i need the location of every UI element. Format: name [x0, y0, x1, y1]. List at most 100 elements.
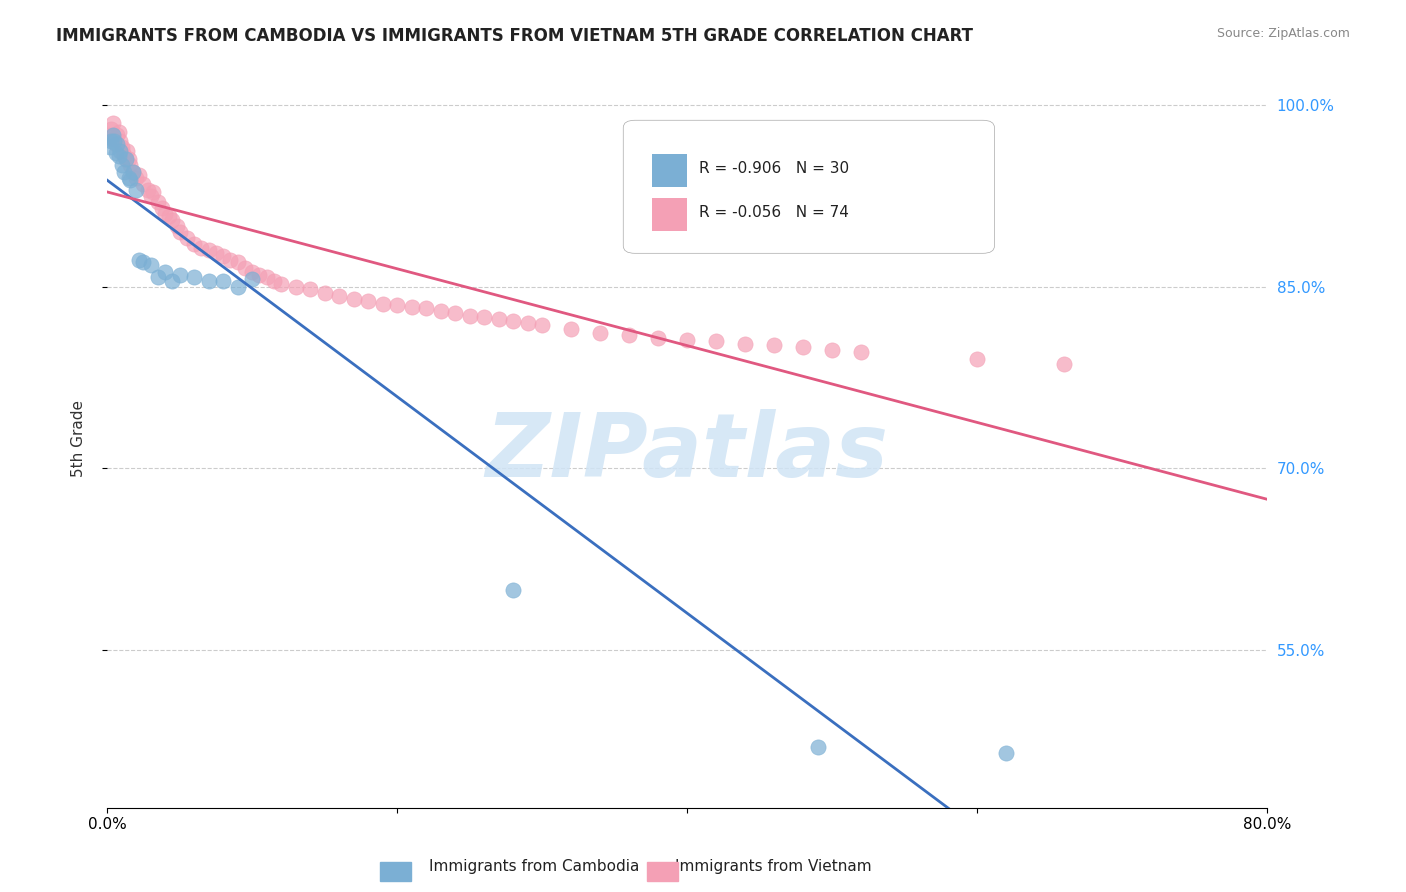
Point	[226, 255, 249, 269]
Point	[183, 269, 205, 284]
Point	[328, 289, 350, 303]
Point	[118, 170, 141, 185]
Point	[108, 144, 131, 158]
Text: Immigrants from Vietnam: Immigrants from Vietnam	[675, 859, 872, 874]
Point	[502, 313, 524, 327]
Point	[219, 252, 242, 267]
Point	[157, 210, 180, 224]
Point	[342, 292, 364, 306]
Point	[299, 282, 322, 296]
Point	[114, 149, 136, 163]
Point	[169, 225, 191, 239]
Point	[995, 746, 1018, 760]
Point	[108, 134, 131, 148]
Point	[270, 277, 292, 292]
Point	[115, 153, 138, 167]
Point	[516, 316, 538, 330]
Point	[101, 128, 124, 143]
Point	[385, 298, 408, 312]
Point	[190, 241, 212, 255]
Text: Source: ZipAtlas.com: Source: ZipAtlas.com	[1216, 27, 1350, 40]
Point	[169, 268, 191, 282]
Point	[647, 330, 669, 344]
Point	[107, 149, 129, 163]
Point	[792, 340, 814, 354]
Point	[204, 245, 226, 260]
Point	[125, 170, 148, 185]
Point	[146, 269, 169, 284]
Point	[263, 274, 285, 288]
Point	[1053, 357, 1076, 371]
Point	[212, 274, 235, 288]
Point	[240, 265, 263, 279]
Point	[444, 306, 467, 320]
Point	[472, 310, 495, 324]
Point	[128, 252, 150, 267]
Point	[150, 201, 173, 215]
Point	[589, 326, 612, 340]
Point	[104, 146, 127, 161]
Point	[617, 328, 640, 343]
Text: Immigrants from Cambodia: Immigrants from Cambodia	[429, 859, 640, 874]
Point	[197, 274, 219, 288]
Point	[162, 213, 184, 227]
Point	[139, 258, 162, 272]
Point	[240, 272, 263, 286]
FancyBboxPatch shape	[623, 120, 994, 253]
Point	[107, 124, 129, 138]
Point	[401, 300, 423, 314]
Point	[122, 164, 145, 178]
Point	[821, 343, 844, 357]
Point	[132, 177, 155, 191]
Point	[100, 122, 122, 136]
Point	[256, 269, 278, 284]
Point	[966, 352, 988, 367]
Point	[132, 255, 155, 269]
Point	[98, 140, 121, 154]
Point	[110, 140, 132, 154]
Point	[415, 301, 437, 316]
Point	[357, 294, 380, 309]
Point	[212, 249, 235, 263]
Point	[704, 334, 727, 348]
Point	[560, 322, 582, 336]
Text: R = -0.056   N = 74: R = -0.056 N = 74	[699, 205, 849, 220]
Point	[162, 274, 184, 288]
Point	[136, 183, 159, 197]
Point	[100, 134, 122, 148]
Point	[458, 309, 481, 323]
Point	[120, 158, 142, 172]
Point	[142, 185, 165, 199]
Point	[233, 261, 256, 276]
Point	[247, 268, 270, 282]
Text: R = -0.906   N = 30: R = -0.906 N = 30	[699, 161, 849, 176]
Point	[531, 318, 554, 333]
Point	[176, 231, 198, 245]
Point	[98, 128, 121, 143]
Point	[128, 168, 150, 182]
Point	[849, 345, 872, 359]
Point	[120, 173, 142, 187]
Point	[488, 312, 510, 326]
Point	[139, 188, 162, 202]
Point	[103, 134, 125, 148]
Point	[117, 144, 139, 158]
Point	[103, 132, 125, 146]
Point	[153, 265, 176, 279]
Point	[105, 136, 128, 151]
Point	[314, 285, 336, 300]
Point	[371, 296, 394, 310]
Point	[734, 336, 756, 351]
Point	[197, 244, 219, 258]
Point	[166, 219, 188, 233]
Point	[676, 333, 699, 347]
Point	[105, 128, 128, 143]
Point	[118, 153, 141, 167]
Text: IMMIGRANTS FROM CAMBODIA VS IMMIGRANTS FROM VIETNAM 5TH GRADE CORRELATION CHART: IMMIGRANTS FROM CAMBODIA VS IMMIGRANTS F…	[56, 27, 973, 45]
Text: ZIPatlas: ZIPatlas	[485, 409, 889, 496]
Point	[111, 146, 134, 161]
Point	[104, 136, 127, 151]
Point	[153, 207, 176, 221]
Point	[115, 153, 138, 167]
Point	[114, 164, 136, 178]
